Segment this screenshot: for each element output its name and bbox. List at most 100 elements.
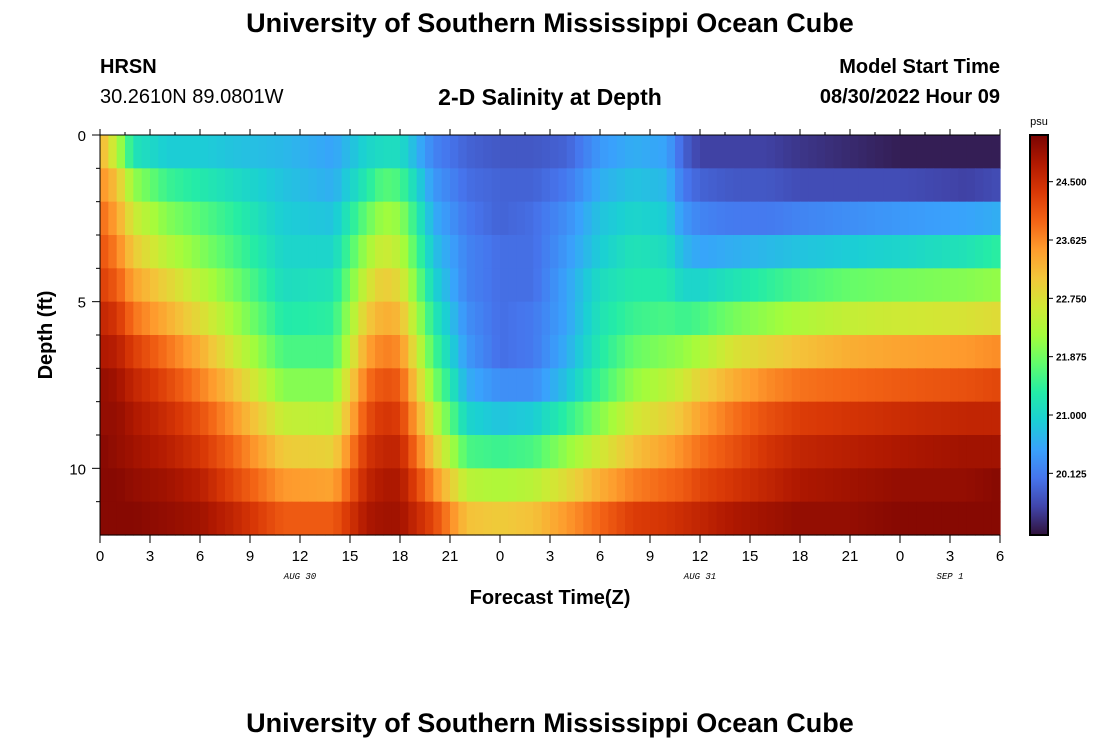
heatmap-cell <box>416 201 426 236</box>
heatmap-cell <box>725 135 734 169</box>
heatmap-cell <box>391 135 401 169</box>
heatmap-cell <box>133 335 143 369</box>
heatmap-cell <box>875 401 884 436</box>
heatmap-cell <box>316 501 326 536</box>
heatmap-cell <box>383 235 393 269</box>
heatmap-cell <box>558 135 568 169</box>
heatmap-cell <box>200 501 209 536</box>
heatmap-cell <box>433 268 443 303</box>
heatmap-cell <box>183 368 193 403</box>
heatmap-cell <box>841 268 851 303</box>
heatmap-cell <box>450 468 459 503</box>
heatmap-cell <box>716 335 726 369</box>
heatmap-cell <box>141 268 151 303</box>
heatmap-cell <box>683 435 693 469</box>
heatmap-cell <box>166 268 176 303</box>
heatmap-cell <box>650 401 659 436</box>
heatmap-cell <box>950 268 959 303</box>
heatmap-cell <box>275 501 284 536</box>
heatmap-cell <box>608 235 618 269</box>
heatmap-cell <box>433 168 443 203</box>
heatmap-cell <box>616 268 626 303</box>
heatmap-cell <box>200 235 209 269</box>
heatmap-cell <box>575 168 584 203</box>
y-axis-title: Depth (ft) <box>35 291 57 380</box>
heatmap-cell <box>666 168 676 203</box>
heatmap-cell <box>166 435 176 469</box>
heatmap-cell <box>616 201 626 236</box>
heatmap-cell <box>500 235 509 269</box>
heatmap-cell <box>108 301 118 336</box>
colorbar-tick-label: 23.625 <box>1056 236 1087 247</box>
heatmap-cell <box>516 368 526 403</box>
heatmap-cell <box>725 168 734 203</box>
heatmap-cell <box>383 335 393 369</box>
heatmap-cell <box>675 235 684 269</box>
heatmap-cell <box>508 201 518 236</box>
heatmap-cell <box>525 301 534 336</box>
heatmap-cell <box>241 368 251 403</box>
heatmap-cell <box>366 201 376 236</box>
heatmap-cell <box>450 301 459 336</box>
heatmap-cell <box>641 501 651 536</box>
heatmap-cell <box>958 168 968 203</box>
heatmap-cell <box>200 435 209 469</box>
heatmap-cell <box>325 335 334 369</box>
heatmap-cell <box>225 401 234 436</box>
heatmap-cell <box>841 501 851 536</box>
heatmap-cell <box>283 368 293 403</box>
heatmap-cell <box>433 201 443 236</box>
heatmap-cell <box>833 301 843 336</box>
heatmap-cell <box>341 301 351 336</box>
heatmap-cell <box>683 468 693 503</box>
heatmap-cell <box>908 401 918 436</box>
heatmap-cell <box>550 268 559 303</box>
heatmap-cell <box>216 501 226 536</box>
heatmap-cell <box>541 201 551 236</box>
heatmap-cell <box>233 235 243 269</box>
heatmap-cell <box>716 301 726 336</box>
heatmap-cell <box>916 135 926 169</box>
heatmap-cell <box>500 435 509 469</box>
heatmap-cell <box>700 368 709 403</box>
heatmap-cell <box>275 468 284 503</box>
heatmap-cell <box>508 135 518 169</box>
heatmap-cell <box>291 201 301 236</box>
heatmap-cell <box>383 401 393 436</box>
heatmap-cell <box>200 368 209 403</box>
heatmap-cell <box>583 368 593 403</box>
heatmap-cell <box>366 268 376 303</box>
heatmap-cell <box>591 401 601 436</box>
heatmap-cell <box>858 401 868 436</box>
heatmap-cell <box>658 435 668 469</box>
heatmap-cell <box>483 301 493 336</box>
heatmap-cell <box>741 201 751 236</box>
heatmap-cell <box>758 401 768 436</box>
heatmap-cell <box>858 468 868 503</box>
heatmap-cell <box>458 368 468 403</box>
heatmap-cell <box>350 435 359 469</box>
heatmap-cell <box>316 301 326 336</box>
heatmap-cell <box>683 501 693 536</box>
heatmap-cell <box>116 435 126 469</box>
heatmap-cell <box>750 268 759 303</box>
x-tick-label: 9 <box>646 548 654 565</box>
heatmap-cell <box>550 235 559 269</box>
heatmap-cell <box>216 301 226 336</box>
heatmap-cell <box>366 301 376 336</box>
heatmap-cell <box>700 301 709 336</box>
heatmap-cell <box>416 435 426 469</box>
heatmap-cell <box>100 501 109 536</box>
heatmap-cell <box>500 368 509 403</box>
heatmap-cell <box>950 235 959 269</box>
heatmap-cell <box>991 501 1001 536</box>
heatmap-cell <box>950 468 959 503</box>
heatmap-cell <box>350 468 359 503</box>
heatmap-cell <box>783 301 793 336</box>
heatmap-cell <box>925 168 934 203</box>
heatmap-cell <box>925 301 934 336</box>
heatmap-cell <box>758 268 768 303</box>
station-name: HRSN <box>100 56 157 78</box>
heatmap-cell <box>558 468 568 503</box>
heatmap-cell <box>216 201 226 236</box>
